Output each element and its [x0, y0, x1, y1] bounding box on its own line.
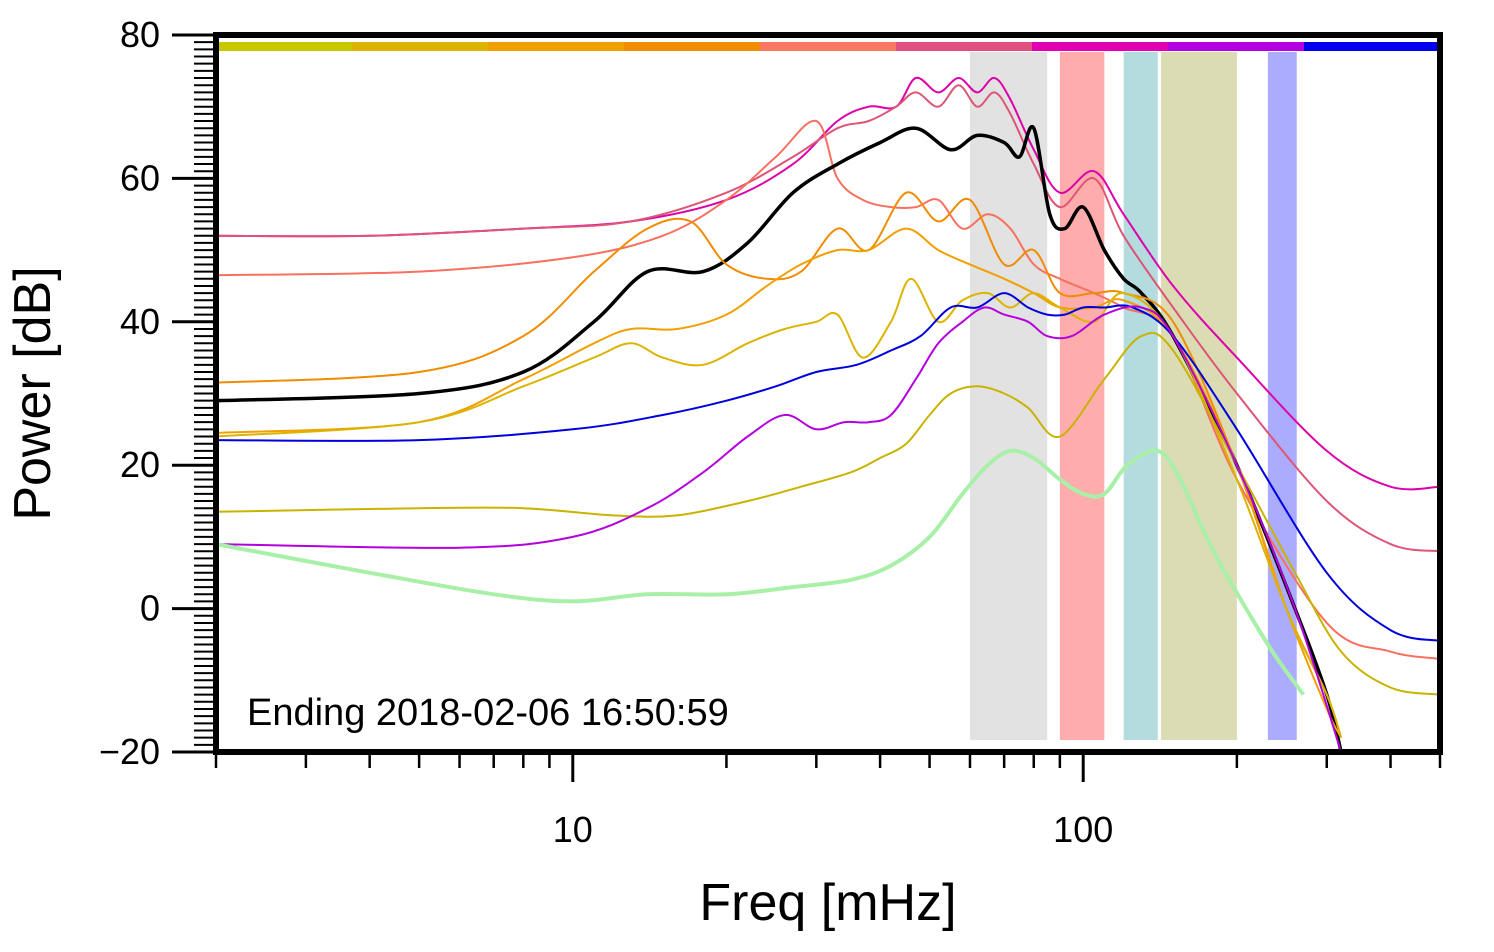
color-bar-segment-8: [1168, 42, 1305, 51]
y-axis-ticks: −20 0 20 40 60 80: [99, 14, 216, 772]
color-bar: [216, 42, 1441, 51]
ending-timestamp-annotation: Ending 2018-02-06 16:50:59: [247, 692, 729, 734]
color-bar-segment-4: [624, 42, 761, 51]
x-axis-title: Freq [mHz]: [699, 874, 956, 932]
frequency-band-2: [1059, 52, 1105, 740]
y-tick-label: 40: [120, 301, 160, 342]
series-line-pink-1: [216, 84, 1440, 553]
y-tick-label: −20: [99, 731, 160, 772]
spectrum-series: [216, 76, 1440, 752]
color-bar-segment-5: [760, 42, 897, 51]
y-axis-title: Power [dB]: [4, 266, 62, 520]
series-line-orange-1: [216, 191, 1343, 739]
series-line-blue-1: [216, 292, 1440, 642]
color-bar-segment-7: [1032, 42, 1169, 51]
color-bar-segment-6: [896, 42, 1033, 51]
color-bar-segment-3: [488, 42, 625, 51]
x-tick-label: 100: [1053, 809, 1113, 850]
frequency-band-3: [1123, 52, 1158, 740]
x-tick-label: 10: [553, 809, 593, 850]
y-tick-label: 0: [140, 588, 160, 629]
y-tick-label: 60: [120, 157, 160, 198]
color-bar-segment-2: [352, 42, 489, 51]
series-line-salmon-1: [216, 119, 1440, 660]
color-bar-segment-9: [1304, 42, 1441, 51]
series-line-green-ref: [216, 448, 1306, 696]
y-tick-label: 20: [120, 444, 160, 485]
series-line-purple-1: [216, 305, 1343, 752]
color-bar-segment-1: [216, 42, 353, 51]
x-axis-ticks: 10 100: [214, 752, 1442, 850]
y-tick-label: 80: [120, 14, 160, 55]
series-line-yellow-1: [216, 331, 1440, 696]
